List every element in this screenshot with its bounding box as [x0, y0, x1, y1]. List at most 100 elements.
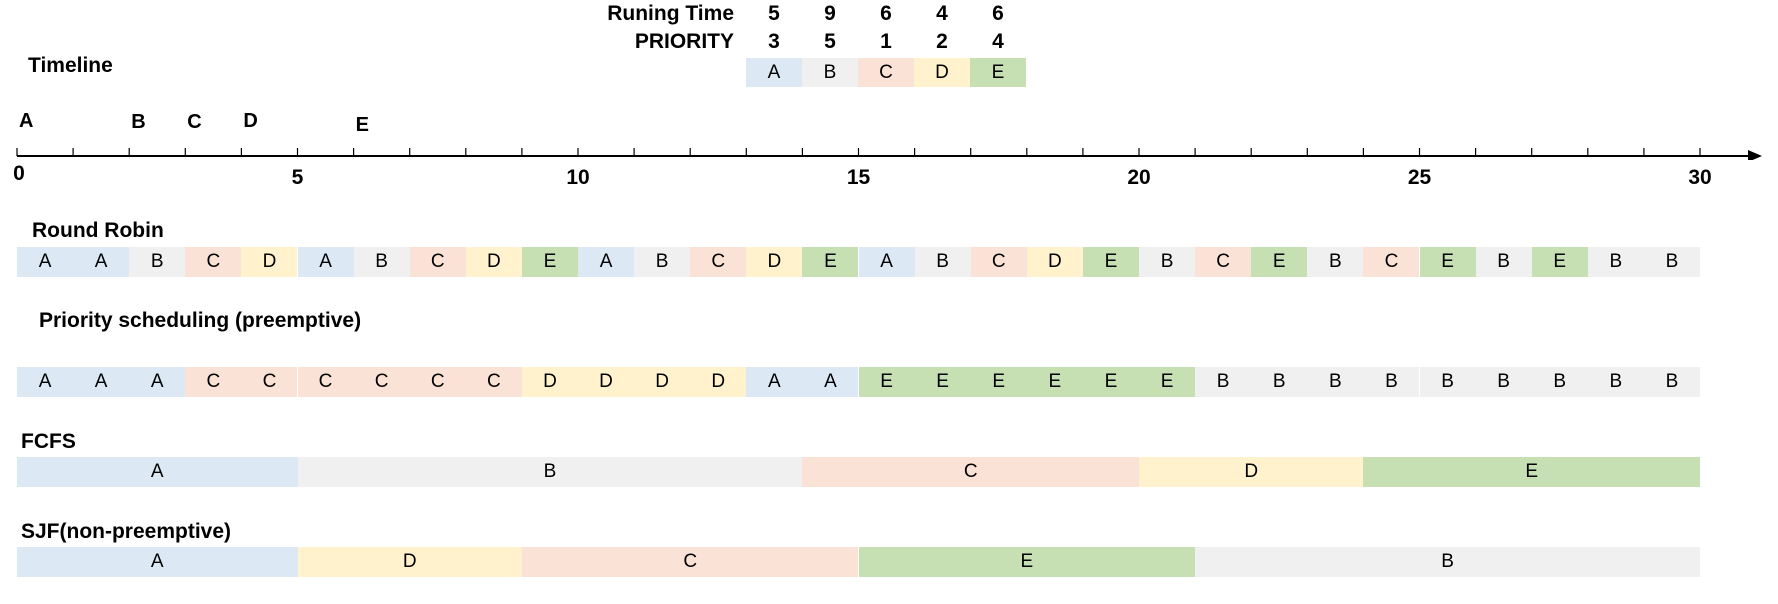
gantt-segment-c: C [297, 367, 354, 397]
legend-cell-d: D [914, 58, 970, 87]
legend-cell-c: C [858, 58, 914, 87]
fcfs-title: FCFS [21, 430, 76, 453]
gantt-segment-e: E [1082, 247, 1139, 277]
gantt-segment-c: C [353, 367, 410, 397]
gantt-segment-e: E [521, 247, 578, 277]
running-time-b: 9 [824, 2, 836, 25]
priority-scheduling-title: Priority scheduling (preemptive) [39, 309, 362, 332]
gantt-segment-a: A [802, 367, 859, 397]
gantt-segment-b: B [1195, 367, 1252, 397]
arrival-d: D [243, 110, 258, 132]
axis-arrow-icon [1748, 150, 1762, 160]
gantt-segment-e: E [1419, 247, 1476, 277]
round-robin-title: Round Robin [32, 219, 164, 242]
gantt-segment-e: E [970, 367, 1027, 397]
timeline-axis [16, 148, 1762, 160]
running-time-d: 4 [936, 2, 948, 25]
gantt-segment-d: D [578, 367, 635, 397]
priority-e: 4 [992, 30, 1004, 53]
gantt-segment-b: B [353, 247, 410, 277]
gantt-segment-a: A [578, 247, 635, 277]
tick-label-30: 30 [1688, 166, 1712, 189]
gantt-segment-e: E [1082, 367, 1139, 397]
gantt-segment-c: C [465, 367, 522, 397]
gantt-segment-d: D [1139, 457, 1364, 487]
sjf-title: SJF(non-preemptive) [21, 520, 232, 543]
legend-cell-e: E [970, 58, 1026, 87]
gantt-segment-c: C [1195, 247, 1252, 277]
arrival-a: A [19, 110, 34, 132]
gantt-segment-a: A [17, 367, 74, 397]
gantt-segment-b: B [1363, 367, 1420, 397]
gantt-segment-b: B [1195, 547, 1700, 577]
gantt-segment-b: B [1531, 367, 1588, 397]
gantt-segment-b: B [914, 247, 971, 277]
running-time-a: 5 [768, 2, 780, 25]
gantt-segment-c: C [409, 367, 466, 397]
gantt-segment-d: D [297, 547, 522, 577]
gantt-segment-a: A [17, 247, 74, 277]
gantt-segment-a: A [129, 367, 186, 397]
tick-label-15: 15 [846, 166, 871, 189]
gantt-segment-c: C [241, 367, 298, 397]
running-time-c: 6 [880, 2, 892, 25]
gantt-segment-d: D [634, 367, 691, 397]
gantt-segment-b: B [1643, 247, 1700, 277]
gantt-segment-d: D [690, 367, 747, 397]
gantt-segment-b: B [1475, 367, 1532, 397]
gantt-segment-c: C [521, 547, 859, 577]
priority-label: PRIORITY [634, 30, 734, 53]
timeline-title: Timeline [28, 54, 113, 77]
gantt-segment-e: E [1363, 457, 1700, 487]
gantt-segment-b: B [1587, 247, 1644, 277]
gantt-segment-b: B [1307, 247, 1364, 277]
gantt-segment-c: C [185, 247, 242, 277]
gantt-segment-c: C [970, 247, 1027, 277]
priority-d: 2 [936, 30, 948, 53]
gantt-segment-b: B [1587, 367, 1644, 397]
gantt-segment-b: B [1307, 367, 1364, 397]
legend-cell-a: A [746, 58, 802, 87]
tick-label-5: 5 [291, 166, 304, 189]
gantt-segment-b: B [1419, 367, 1476, 397]
gantt-segment-d: D [1026, 247, 1083, 277]
gantt-segment-b: B [129, 247, 186, 277]
priority-b: 5 [824, 30, 836, 53]
gantt-segment-e: E [1531, 247, 1588, 277]
gantt-segment-a: A [73, 367, 130, 397]
gantt-segment-a: A [746, 367, 803, 397]
gantt-segment-c: C [802, 457, 1139, 487]
gantt-segment-e: E [1026, 367, 1083, 397]
gantt-segment-a: A [858, 247, 915, 277]
gantt-segment-b: B [634, 247, 691, 277]
gantt-segment-a: A [17, 547, 298, 577]
gantt-segment-d: D [746, 247, 803, 277]
gantt-segment-a: A [297, 247, 354, 277]
gantt-segment-b: B [297, 457, 803, 487]
priority-a: 3 [768, 30, 780, 53]
gantt-segment-a: A [17, 457, 298, 487]
gantt-segment-b: B [1643, 367, 1700, 397]
gantt-segment-e: E [858, 367, 915, 397]
gantt-segment-d: D [241, 247, 298, 277]
tick-label-20: 20 [1127, 166, 1151, 189]
gantt-segment-b: B [1139, 247, 1196, 277]
gantt-segment-c: C [409, 247, 466, 277]
arrival-b: B [131, 111, 146, 133]
gantt-segment-c: C [690, 247, 747, 277]
gantt-segment-c: C [1363, 247, 1420, 277]
gantt-segment-d: D [465, 247, 522, 277]
priority-c: 1 [880, 30, 892, 53]
tick-label-10: 10 [566, 166, 590, 189]
tick-label-0: 0 [13, 162, 25, 185]
arrival-e: E [355, 114, 369, 136]
gantt-segment-e: E [1251, 247, 1308, 277]
legend-cell-b: B [802, 58, 858, 87]
running-time-e: 6 [992, 2, 1004, 25]
gantt-segment-d: D [521, 367, 578, 397]
gantt-segment-a: A [73, 247, 130, 277]
gantt-segment-b: B [1251, 367, 1308, 397]
running-time-label: Runing Time [607, 2, 734, 25]
gantt-segment-e: E [802, 247, 859, 277]
